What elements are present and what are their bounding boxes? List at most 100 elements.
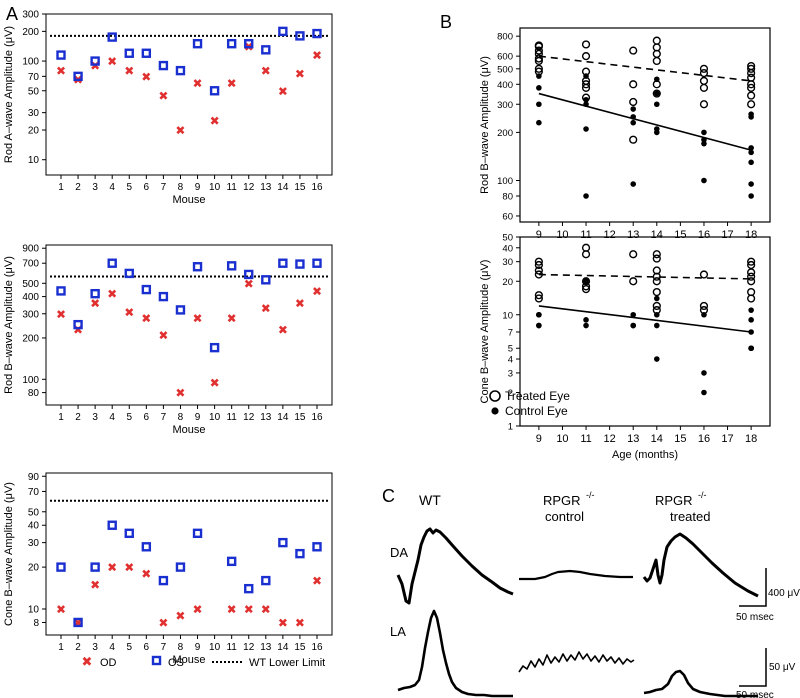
a3-xtick-label: 8 bbox=[178, 642, 184, 653]
a3-point-od: ✖ bbox=[141, 567, 151, 581]
a3-xtick-label: 7 bbox=[161, 642, 167, 653]
b2-ytick-label: 10 bbox=[502, 310, 513, 321]
a3-point-od: ✖ bbox=[261, 602, 271, 616]
a3-point-od: ✖ bbox=[73, 616, 83, 630]
a3-xtick-label: 15 bbox=[294, 642, 306, 653]
a3-point-od: ✖ bbox=[90, 578, 100, 592]
b1-point-control bbox=[583, 96, 589, 103]
a2-xtick-label: 7 bbox=[161, 412, 167, 423]
b1-point-treated bbox=[747, 100, 756, 109]
b1-point-treated bbox=[534, 54, 543, 63]
b2-ytick-label: 20 bbox=[502, 277, 513, 288]
a1-point-os bbox=[226, 38, 237, 49]
b1-point-treated bbox=[747, 64, 756, 73]
b2-xlabel: Age (months) bbox=[612, 449, 678, 461]
a1-xtick-label: 1 bbox=[58, 182, 64, 193]
a3-xtick-label: 14 bbox=[277, 642, 289, 653]
b1-xtick-label: 9 bbox=[536, 229, 542, 241]
b1-point-treated bbox=[747, 83, 756, 92]
chart-rod-b-wave-per-mouse: Rod B–wave Amplitude (μV) Mouse 80 100 200 30… bbox=[3, 244, 333, 436]
a2-point-od: ✖ bbox=[312, 284, 322, 298]
b1-xtick-label: 11 bbox=[580, 229, 591, 241]
b1-point-control bbox=[653, 101, 660, 108]
b2-xtick-label: 17 bbox=[721, 433, 733, 445]
a2-xtick-label: 15 bbox=[294, 412, 306, 423]
a2-point-od: ✖ bbox=[141, 311, 151, 325]
b2-xtick-label: 14 bbox=[651, 433, 663, 445]
a2-xtick-label: 9 bbox=[195, 412, 201, 423]
a2-point-os bbox=[90, 288, 100, 299]
a2-point-od: ✖ bbox=[124, 305, 134, 319]
trace-col-sub-control: control bbox=[545, 509, 584, 524]
a1-point-os bbox=[261, 45, 271, 55]
a1-point-os bbox=[312, 28, 322, 39]
b1-point-treated bbox=[652, 89, 661, 98]
a1-xtick-label: 4 bbox=[109, 182, 115, 193]
b2-point-control bbox=[701, 370, 707, 376]
a3-xtick-label: 9 bbox=[195, 642, 201, 653]
a1-point-os bbox=[295, 31, 305, 41]
a1-xtick-label: 5 bbox=[126, 182, 132, 193]
a3-point-od: ✖ bbox=[278, 616, 288, 630]
panel-label-c: C bbox=[382, 486, 395, 506]
trace-row-label-da: DA bbox=[390, 545, 408, 560]
legend-control-label: Control Eye bbox=[505, 404, 568, 418]
a3-point-od: ✖ bbox=[175, 609, 185, 623]
b1-ytick-label: 500 bbox=[497, 64, 513, 75]
a3-ytick-label: 20 bbox=[28, 563, 40, 574]
a2-ytick-label: 700 bbox=[22, 259, 39, 270]
a3-xtick-label: 10 bbox=[209, 642, 221, 653]
b1-point-control bbox=[536, 73, 542, 79]
b1-xtick-label: 13 bbox=[627, 229, 639, 241]
a2-xtick-label: 1 bbox=[58, 412, 64, 423]
a1-ytick-label: 50 bbox=[28, 86, 40, 97]
a1-point-od: ✖ bbox=[312, 49, 322, 63]
a1-ytick-label: 200 bbox=[22, 27, 39, 38]
a2-point-od: ✖ bbox=[295, 296, 305, 310]
a2-plot-frame bbox=[45, 244, 333, 406]
b2-point-control bbox=[653, 311, 660, 318]
b2-ylabel: Cone B–wave Amplitude (μV) bbox=[479, 260, 491, 404]
a1-point-os bbox=[278, 26, 288, 37]
b2-point-treated bbox=[747, 272, 756, 281]
panel-label-b: B bbox=[440, 12, 452, 32]
b2-point-control bbox=[653, 322, 660, 329]
a1-xtick-label: 12 bbox=[243, 182, 255, 193]
a2-point-os bbox=[124, 268, 134, 279]
a2-point-os bbox=[295, 259, 305, 269]
b2-ytick-label: 2 bbox=[508, 388, 513, 399]
b2-point-treated bbox=[652, 301, 661, 311]
b2-ytick-label: 3 bbox=[508, 368, 513, 379]
b1-point-control bbox=[653, 129, 660, 136]
a2-point-od: ✖ bbox=[73, 323, 83, 337]
b2-point-treated bbox=[652, 277, 661, 286]
a2-ytick-label: 300 bbox=[22, 309, 39, 320]
a1-point-od: ✖ bbox=[175, 124, 185, 138]
b1-point-control bbox=[653, 76, 660, 83]
b2-point-control bbox=[748, 345, 754, 352]
a3-point-od: ✖ bbox=[244, 602, 254, 616]
a2-xtick-label: 14 bbox=[277, 412, 289, 423]
a2-point-os bbox=[192, 262, 203, 272]
b2-point-control bbox=[536, 311, 542, 318]
trace-la-control bbox=[518, 651, 635, 673]
a3-point-od: ✖ bbox=[227, 602, 237, 616]
b1-point-control bbox=[536, 119, 542, 126]
panel-label-a: A bbox=[6, 4, 18, 24]
a1-point-od: ✖ bbox=[107, 55, 117, 69]
b1-point-treated bbox=[581, 40, 591, 49]
legend-treated-label: Treated Eye bbox=[505, 389, 570, 403]
a3-point-os bbox=[175, 562, 186, 572]
a1-ytick-label: 20 bbox=[28, 126, 40, 137]
b2-point-control bbox=[583, 317, 589, 323]
a2-point-os bbox=[56, 286, 66, 296]
a1-xtick-label: 9 bbox=[195, 182, 201, 193]
a1-ytick-label: 70 bbox=[28, 72, 40, 83]
trace-col-sub-treated: treated bbox=[670, 509, 710, 524]
chart-rod-a-wave-per-mouse: Rod A–wave Amplitude (μV) Mouse 10 20 30 50 70… bbox=[3, 10, 333, 206]
a3-xtick-label: 4 bbox=[109, 642, 115, 653]
a1-point-od: ✖ bbox=[210, 114, 220, 128]
b1-point-treated bbox=[534, 46, 543, 55]
a1-xtick-label: 3 bbox=[92, 182, 98, 193]
b2-ytick-label: 4 bbox=[508, 355, 513, 366]
